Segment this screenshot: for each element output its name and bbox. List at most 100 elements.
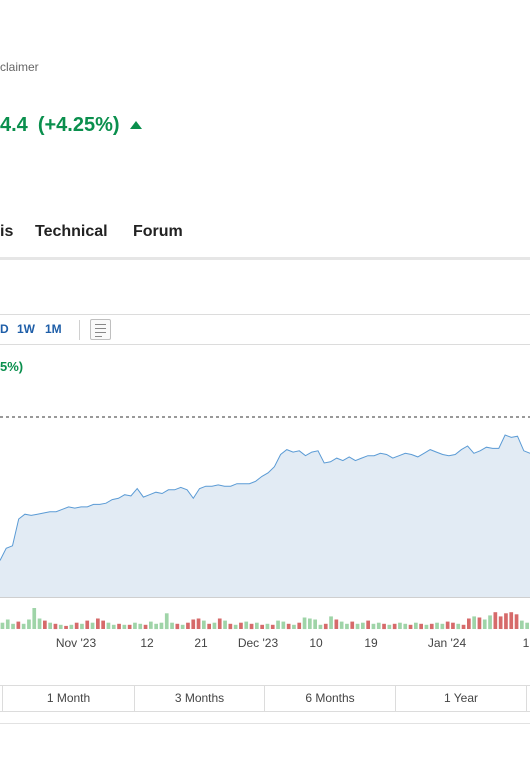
volume-bar — [233, 624, 238, 629]
volume-bar — [403, 623, 408, 630]
volume-bar — [456, 623, 461, 630]
volume-bar — [334, 619, 339, 629]
volume-bar — [445, 621, 450, 629]
volume-bar — [292, 624, 296, 629]
x-axis-ticks-layer: Nov '23 12 21 Dec '23 10 19 Jan '24 1 — [56, 636, 530, 650]
x-tick-label: 12 — [140, 636, 154, 650]
volume-bar — [260, 624, 264, 629]
chart-type-button[interactable] — [90, 319, 111, 340]
bottom-divider — [0, 723, 530, 724]
volume-bar — [53, 623, 58, 630]
volume-bar — [350, 621, 355, 629]
volume-bar — [472, 616, 476, 629]
volume-bar — [149, 621, 153, 629]
chart-toolbar: D 1W 1M — [0, 314, 530, 345]
volume-bar — [308, 618, 312, 629]
volume-bar — [429, 623, 434, 630]
volume-bar — [477, 617, 482, 630]
price-line — [0, 434, 530, 561]
volume-bar — [398, 622, 402, 629]
volume-bar — [106, 622, 111, 629]
volume-bar — [170, 622, 174, 629]
volume-bar — [207, 623, 211, 630]
volume-bar — [217, 618, 222, 629]
volume-bar — [138, 623, 143, 630]
price-change: (+4.25%) — [37, 113, 120, 136]
volume-bar — [514, 614, 519, 629]
volume-bar — [212, 622, 217, 629]
volume-bar — [64, 625, 68, 629]
tab-technical[interactable]: Technical — [35, 223, 108, 240]
volume-bar — [329, 616, 333, 629]
range-1w-button[interactable]: 1W — [17, 322, 35, 336]
volume-bar — [488, 615, 492, 630]
volume-bar — [255, 622, 259, 629]
period-3-months-button[interactable]: 3 Months — [174, 691, 225, 705]
x-tick-label: 19 — [364, 636, 378, 650]
volume-bar — [313, 619, 317, 629]
volume-bar — [143, 624, 148, 629]
up-arrow-icon — [129, 121, 142, 129]
x-tick-label: 10 — [309, 636, 323, 650]
volume-bar — [180, 624, 185, 629]
volume-bar — [58, 624, 63, 629]
volume-bar — [297, 622, 302, 629]
volume-bar — [467, 618, 471, 629]
price-area-layer — [0, 434, 530, 598]
volume-bar — [493, 612, 498, 629]
volume-bars-layer — [0, 608, 529, 630]
volume-bar — [159, 622, 164, 629]
tab-fundamentals[interactable]: is — [0, 223, 14, 240]
volume-bar — [281, 621, 286, 629]
volume-bar — [318, 624, 323, 629]
period-6-months-button[interactable]: 6 Months — [305, 691, 355, 705]
volume-bar — [435, 622, 439, 629]
disclaimer-link[interactable]: claimer — [0, 60, 39, 74]
period-separator — [2, 686, 3, 711]
volume-bar — [85, 620, 90, 629]
volume-bar — [461, 624, 466, 629]
x-tick-label: 21 — [194, 636, 208, 650]
volume-bar — [376, 622, 381, 629]
volume-bar — [392, 623, 397, 630]
volume-bar — [32, 608, 37, 629]
volume-bar — [37, 618, 42, 629]
volume-bar — [111, 624, 116, 629]
range-1m-button[interactable]: 1M — [45, 322, 62, 336]
volume-bar — [387, 624, 392, 629]
tab-forum[interactable]: Forum — [133, 223, 183, 240]
period-separator — [526, 686, 527, 711]
volume-bar — [355, 623, 360, 630]
period-separator — [395, 686, 396, 711]
volume-bar — [371, 623, 376, 630]
x-tick-label: 1 — [523, 636, 530, 650]
volume-bar — [382, 623, 386, 630]
volume-bar — [286, 623, 291, 630]
volume-bar — [228, 623, 233, 630]
volume-bar — [525, 622, 529, 629]
volume-bar — [11, 623, 15, 630]
volume-bar — [43, 620, 47, 629]
volume-bar — [345, 623, 349, 630]
volume-bar — [122, 624, 127, 629]
volume-bar — [339, 621, 344, 629]
period-1-year-button[interactable]: 1 Year — [443, 691, 479, 705]
volume-bar — [133, 622, 137, 629]
volume-bar — [361, 622, 365, 629]
volume-bar — [482, 619, 487, 629]
volume-bar — [504, 613, 508, 630]
x-tick-label: Dec '23 — [238, 636, 279, 650]
volume-bar — [520, 620, 524, 629]
volume-bar — [202, 620, 206, 629]
range-1d-button[interactable]: D — [0, 322, 9, 336]
volume-bar — [164, 613, 169, 630]
period-1-month-button[interactable]: 1 Month — [46, 691, 91, 705]
volume-bar — [323, 623, 328, 630]
volume-bar — [48, 622, 52, 629]
volume-bar — [239, 622, 243, 629]
x-tick-label: Nov '23 — [56, 636, 97, 650]
chart-change-label: 5%) — [0, 359, 24, 374]
period-separator — [264, 686, 265, 711]
volume-bar — [498, 616, 503, 629]
